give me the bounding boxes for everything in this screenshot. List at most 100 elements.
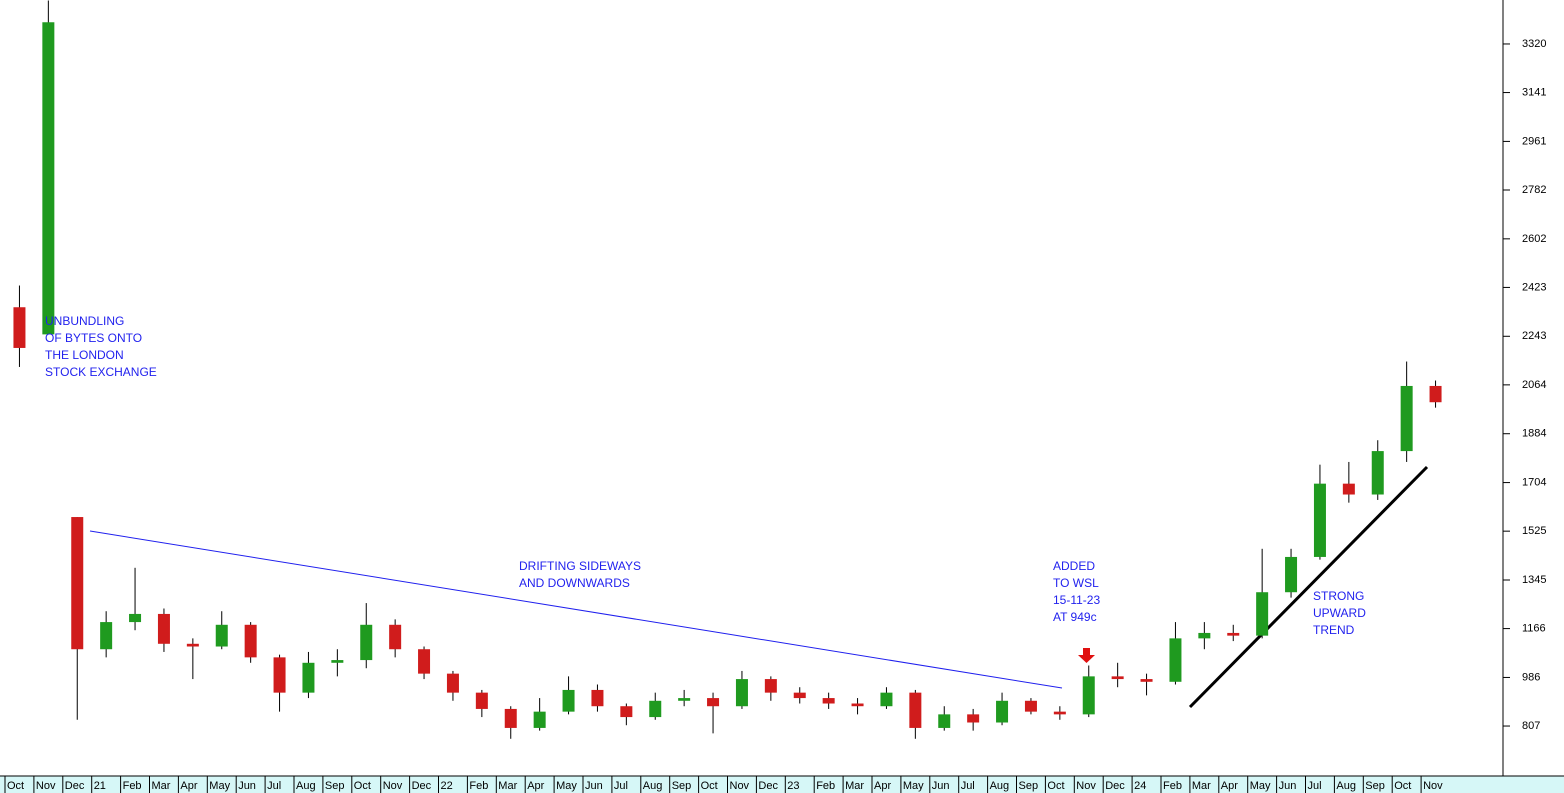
candle-body: [129, 613, 142, 623]
x-tick-label: Dec: [758, 780, 778, 792]
x-tick-label: Aug: [1336, 780, 1356, 792]
candle-body: [620, 706, 633, 718]
candle-body: [215, 624, 228, 647]
x-tick-label: Jul: [1308, 780, 1322, 792]
x-tick-label: Oct: [1394, 780, 1411, 792]
x-tick-label: Nov: [1423, 780, 1443, 792]
x-tick-label: Oct: [354, 780, 371, 792]
candle-body: [1256, 592, 1269, 636]
annotation: STRONG: [1313, 589, 1364, 603]
annotation: ADDED: [1053, 559, 1095, 573]
candle-body: [273, 657, 286, 693]
candle-body: [1342, 483, 1355, 495]
x-tick-label: May: [903, 780, 924, 792]
x-tick-label: 23: [787, 780, 799, 792]
candle-body: [649, 700, 662, 718]
candle-body: [793, 692, 806, 699]
candle-body: [100, 622, 113, 650]
x-tick-label: Dec: [1105, 780, 1125, 792]
x-tick-label: Feb: [1163, 780, 1182, 792]
annotation: THE LONDON: [45, 348, 124, 362]
candle-body: [1429, 385, 1442, 403]
annotation: TREND: [1313, 623, 1355, 637]
candle-body: [186, 643, 199, 647]
x-tick-label: May: [1250, 780, 1271, 792]
candle-body: [446, 673, 459, 693]
candle-body: [880, 692, 893, 707]
y-tick-label: 807: [1522, 720, 1540, 732]
x-tick-label: Apr: [180, 780, 197, 792]
y-tick-label: 1884: [1522, 428, 1546, 440]
x-tick-label: 24: [1134, 780, 1146, 792]
x-tick-label: Feb: [469, 780, 488, 792]
x-tick-label: Feb: [816, 780, 835, 792]
x-tick-label: Nov: [36, 780, 56, 792]
x-tick-label: Jul: [614, 780, 628, 792]
x-tick-label: Jul: [267, 780, 281, 792]
annotation: DRIFTING SIDEWAYS: [519, 559, 641, 573]
candle-body: [851, 703, 864, 707]
x-tick-label: Sep: [325, 780, 345, 792]
x-tick-label: Jun: [1279, 780, 1297, 792]
x-tick-label: May: [556, 780, 577, 792]
x-tick-label: Aug: [990, 780, 1010, 792]
candle-body: [938, 714, 951, 728]
x-tick-label: Apr: [527, 780, 544, 792]
candle-body: [331, 660, 344, 663]
x-tick-label: Nov: [1076, 780, 1096, 792]
candle-body: [735, 679, 748, 707]
x-tick-label: Aug: [296, 780, 316, 792]
x-tick-label: Nov: [383, 780, 403, 792]
x-tick-label: Dec: [412, 780, 432, 792]
y-tick-label: 1525: [1522, 525, 1546, 537]
annotation: OF BYTES ONTO: [45, 331, 142, 345]
candle-body: [1285, 556, 1298, 593]
annotation: AT 949c: [1053, 610, 1097, 624]
annotation: 15-11-23: [1053, 593, 1100, 607]
y-tick-label: 2602: [1522, 233, 1546, 245]
x-tick-label: Dec: [65, 780, 85, 792]
x-tick-label: Oct: [1047, 780, 1064, 792]
candle-body: [764, 679, 777, 693]
x-tick-label: Jun: [585, 780, 603, 792]
annotation: UNBUNDLING: [45, 314, 124, 328]
candle-body: [1227, 632, 1240, 636]
x-tick-label: Mar: [1192, 780, 1211, 792]
x-tick-label: Jun: [932, 780, 950, 792]
candle-body: [533, 711, 546, 728]
x-axis-band: [0, 776, 1564, 793]
annotation: TO WSL: [1053, 576, 1099, 590]
candle-body: [1371, 451, 1384, 495]
candle-body: [1024, 700, 1037, 712]
candle-body: [1140, 679, 1153, 682]
x-tick-label: Mar: [498, 780, 517, 792]
candle-body: [562, 689, 575, 712]
x-tick-label: 22: [441, 780, 453, 792]
x-tick-label: May: [209, 780, 230, 792]
y-tick-label: 1166: [1522, 622, 1546, 634]
candle-body: [302, 662, 315, 693]
y-tick-label: 2064: [1522, 379, 1546, 391]
y-tick-label: 2961: [1522, 135, 1546, 147]
y-tick-label: 2423: [1522, 281, 1546, 293]
x-tick-label: Sep: [1019, 780, 1039, 792]
candle-body: [389, 624, 402, 650]
candle-body: [1169, 638, 1182, 682]
entry-arrow: [1078, 648, 1095, 663]
candle-body: [71, 517, 84, 650]
x-tick-label: Mar: [152, 780, 171, 792]
trend-line-down: [89, 530, 1063, 689]
candle-body: [475, 692, 488, 709]
x-tick-label: 21: [94, 780, 106, 792]
x-tick-label: Sep: [1365, 780, 1385, 792]
y-tick-label: 2782: [1522, 184, 1546, 196]
candle-body: [418, 649, 431, 674]
candle-body: [909, 692, 922, 728]
y-tick-label: 3320: [1522, 38, 1546, 50]
candle-body: [1400, 385, 1413, 452]
x-tick-label: Jul: [961, 780, 975, 792]
x-tick-label: Apr: [1221, 780, 1238, 792]
candle-body: [678, 698, 691, 701]
y-tick-label: 1704: [1522, 476, 1546, 488]
